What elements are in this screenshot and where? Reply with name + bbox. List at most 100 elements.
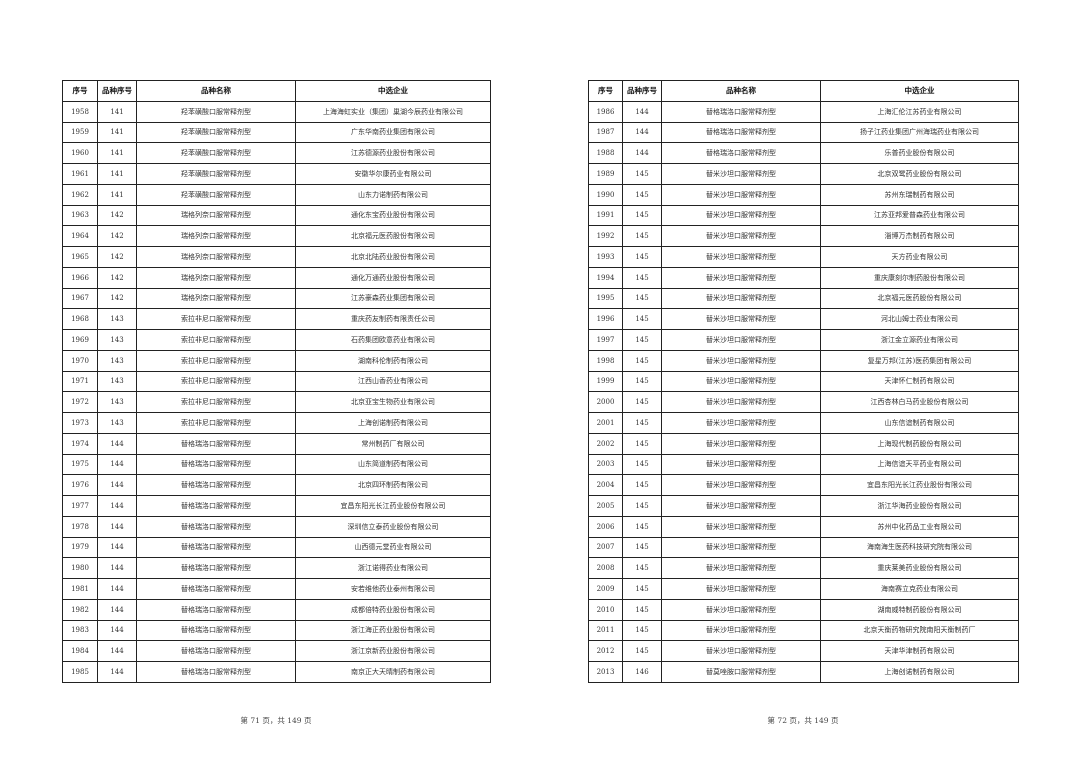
company-cell: 浙江诺得药业有限公司 <box>295 557 491 579</box>
table-row: 1998 145 替米沙坦口服常释剂型 复星万邦(江苏)医药集团有限公司 <box>588 349 1019 372</box>
variety-serial-cell: 144 <box>97 598 137 621</box>
variety-name-cell: 替格瑞洛口服常释剂型 <box>136 495 296 517</box>
company-cell: 扬子江药业集团广州海瑞药业有限公司 <box>820 121 1019 144</box>
company-cell: 湖南威特制药股份有限公司 <box>820 598 1019 621</box>
company-cell: 江苏豪森药业集团有限公司 <box>295 287 491 310</box>
variety-name-cell: 羟苯磺酸口服常释剂型 <box>136 100 296 123</box>
header-variety-serial: 品种序号 <box>622 80 662 102</box>
serial-cell: 1989 <box>588 163 623 185</box>
variety-name-cell: 替格瑞洛口服常释剂型 <box>136 536 296 559</box>
serial-cell: 2009 <box>588 578 623 600</box>
variety-serial-cell: 145 <box>622 640 662 662</box>
company-cell: 苏州中化药品工业有限公司 <box>820 515 1019 538</box>
variety-serial-cell: 143 <box>97 329 137 351</box>
variety-name-cell: 替格瑞洛口服常释剂型 <box>136 453 296 476</box>
variety-name-cell: 替米沙坦口服常释剂型 <box>661 598 821 621</box>
variety-serial-cell: 145 <box>622 536 662 559</box>
table-row: 1959 141 羟苯磺酸口服常释剂型 广东华南药业集团有限公司 <box>62 121 491 144</box>
serial-cell: 1979 <box>62 536 98 559</box>
table-row: 1995 145 替米沙坦口服常释剂型 北京福元医药股份有限公司 <box>588 287 1019 310</box>
company-cell: 南京正大天晴制药有限公司 <box>295 661 491 683</box>
header-company: 中选企业 <box>820 80 1019 102</box>
company-cell: 浙江金立源药业有限公司 <box>820 329 1019 351</box>
variety-serial-cell: 144 <box>97 474 137 496</box>
table-row: 1994 145 替米沙坦口服常释剂型 重庆康刻尔制药股份有限公司 <box>588 266 1019 289</box>
variety-name-cell: 替格瑞洛口服常释剂型 <box>136 661 296 683</box>
variety-serial-cell: 145 <box>622 370 662 393</box>
serial-cell: 1969 <box>62 329 98 351</box>
company-cell: 深圳信立泰药业股份有限公司 <box>295 515 491 538</box>
variety-serial-cell: 144 <box>97 640 137 662</box>
variety-serial-cell: 142 <box>97 287 137 310</box>
company-cell: 浙江京新药业股份有限公司 <box>295 640 491 662</box>
variety-name-cell: 替米沙坦口服常释剂型 <box>661 495 821 517</box>
company-cell: 广东华南药业集团有限公司 <box>295 121 491 144</box>
variety-serial-cell: 145 <box>622 453 662 476</box>
page-71: 序号 品种序号 品种名称 中选企业 1958 141 羟苯磺酸口服常释剂型 上海海虹实… <box>62 80 491 683</box>
table-row: 2009 145 替米沙坦口服常释剂型 海南赛立克药业有限公司 <box>588 578 1019 600</box>
variety-name-cell: 索拉非尼口服常释剂型 <box>136 349 296 372</box>
serial-cell: 1984 <box>62 640 98 662</box>
table-row: 1962 141 羟苯磺酸口服常释剂型 山东力诺制药有限公司 <box>62 183 491 206</box>
company-cell: 通化万通药业股份有限公司 <box>295 266 491 289</box>
company-cell: 宜昌东阳光长江药业股份有限公司 <box>295 495 491 517</box>
company-cell: 江苏亚邦爱普森药业有限公司 <box>820 204 1019 227</box>
variety-serial-cell: 144 <box>97 432 137 455</box>
variety-name-cell: 替米沙坦口服常释剂型 <box>661 557 821 579</box>
variety-serial-cell: 145 <box>622 266 662 289</box>
table-row: 1975 144 替格瑞洛口服常释剂型 山东简道制药有限公司 <box>62 453 491 476</box>
variety-name-cell: 瑞格列奈口服常释剂型 <box>136 246 296 268</box>
variety-name-cell: 替米沙坦口服常释剂型 <box>661 287 821 310</box>
serial-cell: 1973 <box>62 412 98 434</box>
variety-serial-cell: 143 <box>97 391 137 413</box>
variety-serial-cell: 142 <box>97 225 137 247</box>
table-row: 1984 144 替格瑞洛口服常释剂型 浙江京新药业股份有限公司 <box>62 640 491 662</box>
variety-serial-cell: 145 <box>622 412 662 434</box>
header-variety-name: 品种名称 <box>661 80 821 102</box>
variety-serial-cell: 145 <box>622 204 662 227</box>
variety-serial-cell: 145 <box>622 287 662 310</box>
serial-cell: 1990 <box>588 183 623 206</box>
company-cell: 上海海虹实业（集团）巢湖今辰药业有限公司 <box>295 100 491 123</box>
serial-cell: 1964 <box>62 225 98 247</box>
variety-name-cell: 替米沙坦口服常释剂型 <box>661 619 821 642</box>
table-row: 1973 143 索拉非尼口服常释剂型 上海创诺制药有限公司 <box>62 412 491 434</box>
table-row: 1980 144 替格瑞洛口服常释剂型 浙江诺得药业有限公司 <box>62 557 491 579</box>
table-row: 2005 145 替米沙坦口服常释剂型 浙江华海药业股份有限公司 <box>588 495 1019 517</box>
serial-cell: 1959 <box>62 121 98 144</box>
company-cell: 上海信谊天平药业有限公司 <box>820 453 1019 476</box>
company-cell: 江西山香药业有限公司 <box>295 370 491 393</box>
variety-serial-cell: 141 <box>97 142 137 164</box>
serial-cell: 1994 <box>588 266 623 289</box>
company-cell: 天津怀仁制药有限公司 <box>820 370 1019 393</box>
table-row: 1961 141 羟苯磺酸口服常释剂型 安徽华尔康药业有限公司 <box>62 163 491 185</box>
variety-name-cell: 替格瑞洛口服常释剂型 <box>136 640 296 662</box>
variety-name-cell: 替米沙坦口服常释剂型 <box>661 515 821 538</box>
variety-name-cell: 替米沙坦口服常释剂型 <box>661 391 821 413</box>
serial-cell: 2010 <box>588 598 623 621</box>
variety-serial-cell: 142 <box>97 266 137 289</box>
table-row: 1997 145 替米沙坦口服常释剂型 浙江金立源药业有限公司 <box>588 329 1019 351</box>
header-serial: 序号 <box>588 80 623 102</box>
table-row: 1976 144 替格瑞洛口服常释剂型 北京四环制药有限公司 <box>62 474 491 496</box>
table-row: 1987 144 替格瑞洛口服常释剂型 扬子江药业集团广州海瑞药业有限公司 <box>588 121 1019 144</box>
variety-name-cell: 瑞格列奈口服常释剂型 <box>136 287 296 310</box>
variety-serial-cell: 143 <box>97 349 137 372</box>
variety-serial-cell: 145 <box>622 432 662 455</box>
variety-name-cell: 替米沙坦口服常释剂型 <box>661 370 821 393</box>
company-cell: 重庆康刻尔制药股份有限公司 <box>820 266 1019 289</box>
serial-cell: 2002 <box>588 432 623 455</box>
table-row: 1981 144 替格瑞洛口服常释剂型 安若维他药业泰州有限公司 <box>62 578 491 600</box>
variety-serial-cell: 141 <box>97 121 137 144</box>
table-row: 1985 144 替格瑞洛口服常释剂型 南京正大天晴制药有限公司 <box>62 661 491 683</box>
variety-name-cell: 替米沙坦口服常释剂型 <box>661 246 821 268</box>
serial-cell: 1977 <box>62 495 98 517</box>
variety-name-cell: 替米沙坦口服常释剂型 <box>661 640 821 662</box>
variety-serial-cell: 144 <box>97 453 137 476</box>
company-cell: 湖南科伦制药有限公司 <box>295 349 491 372</box>
variety-serial-cell: 144 <box>622 121 662 144</box>
variety-serial-cell: 145 <box>622 308 662 330</box>
variety-serial-cell: 143 <box>97 308 137 330</box>
variety-name-cell: 替米沙坦口服常释剂型 <box>661 536 821 559</box>
table-row: 2007 145 替米沙坦口服常释剂型 海南海生医药科技研究院有限公司 <box>588 536 1019 559</box>
